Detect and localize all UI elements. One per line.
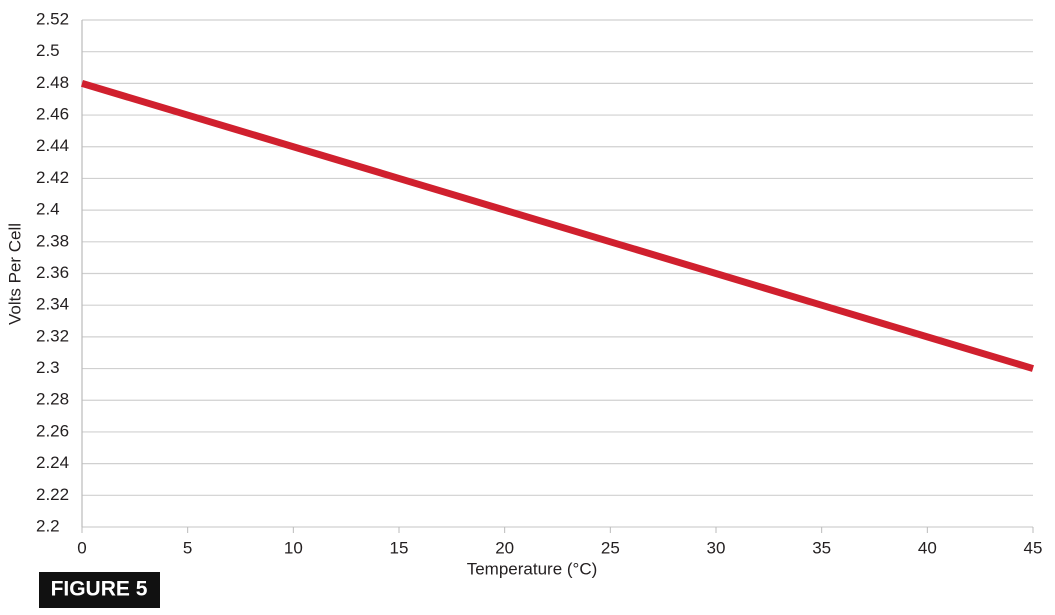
x-tick-label: 20 xyxy=(495,538,514,557)
y-tick-label: 2.2 xyxy=(36,516,60,535)
y-tick-label: 2.28 xyxy=(36,390,69,409)
data-line xyxy=(80,80,1035,372)
figure-label-box xyxy=(39,572,160,608)
y-tick-label: 2.26 xyxy=(36,421,69,440)
y-tick-label: 2.5 xyxy=(36,41,60,60)
figure-label: FIGURE 5 xyxy=(51,578,148,601)
y-tick-label: 2.46 xyxy=(36,105,69,124)
x-tick-label: 25 xyxy=(601,538,620,557)
y-tick-label: 2.48 xyxy=(36,73,69,92)
y-tick-label: 2.44 xyxy=(36,136,69,155)
y-tick-label: 2.36 xyxy=(36,263,69,282)
y-tick-label: 2.34 xyxy=(36,295,69,314)
x-tick-label: 30 xyxy=(707,538,726,557)
y-tick-label: 2.22 xyxy=(36,485,69,504)
y-tick-label: 2.42 xyxy=(36,168,69,187)
y-tick-label: 2.24 xyxy=(36,453,69,472)
y-tick-label: 2.32 xyxy=(36,326,69,345)
y-tick-label: 2.3 xyxy=(36,358,60,377)
y-tick-label: 2.4 xyxy=(36,200,60,219)
y-tick-label: 2.38 xyxy=(36,231,69,250)
x-tick-label: 40 xyxy=(918,538,937,557)
x-tick-label: 0 xyxy=(77,538,86,557)
x-tick-label: 10 xyxy=(284,538,303,557)
x-tick-label: 45 xyxy=(1024,538,1043,557)
x-tick-label: 15 xyxy=(390,538,409,557)
y-axis-label: Volts Per Cell xyxy=(5,223,24,325)
x-tick-label: 5 xyxy=(183,538,192,557)
x-axis-label: Temperature (°C) xyxy=(467,559,598,578)
y-tick-label: 2.52 xyxy=(36,9,69,28)
x-tick-label: 35 xyxy=(812,538,831,557)
